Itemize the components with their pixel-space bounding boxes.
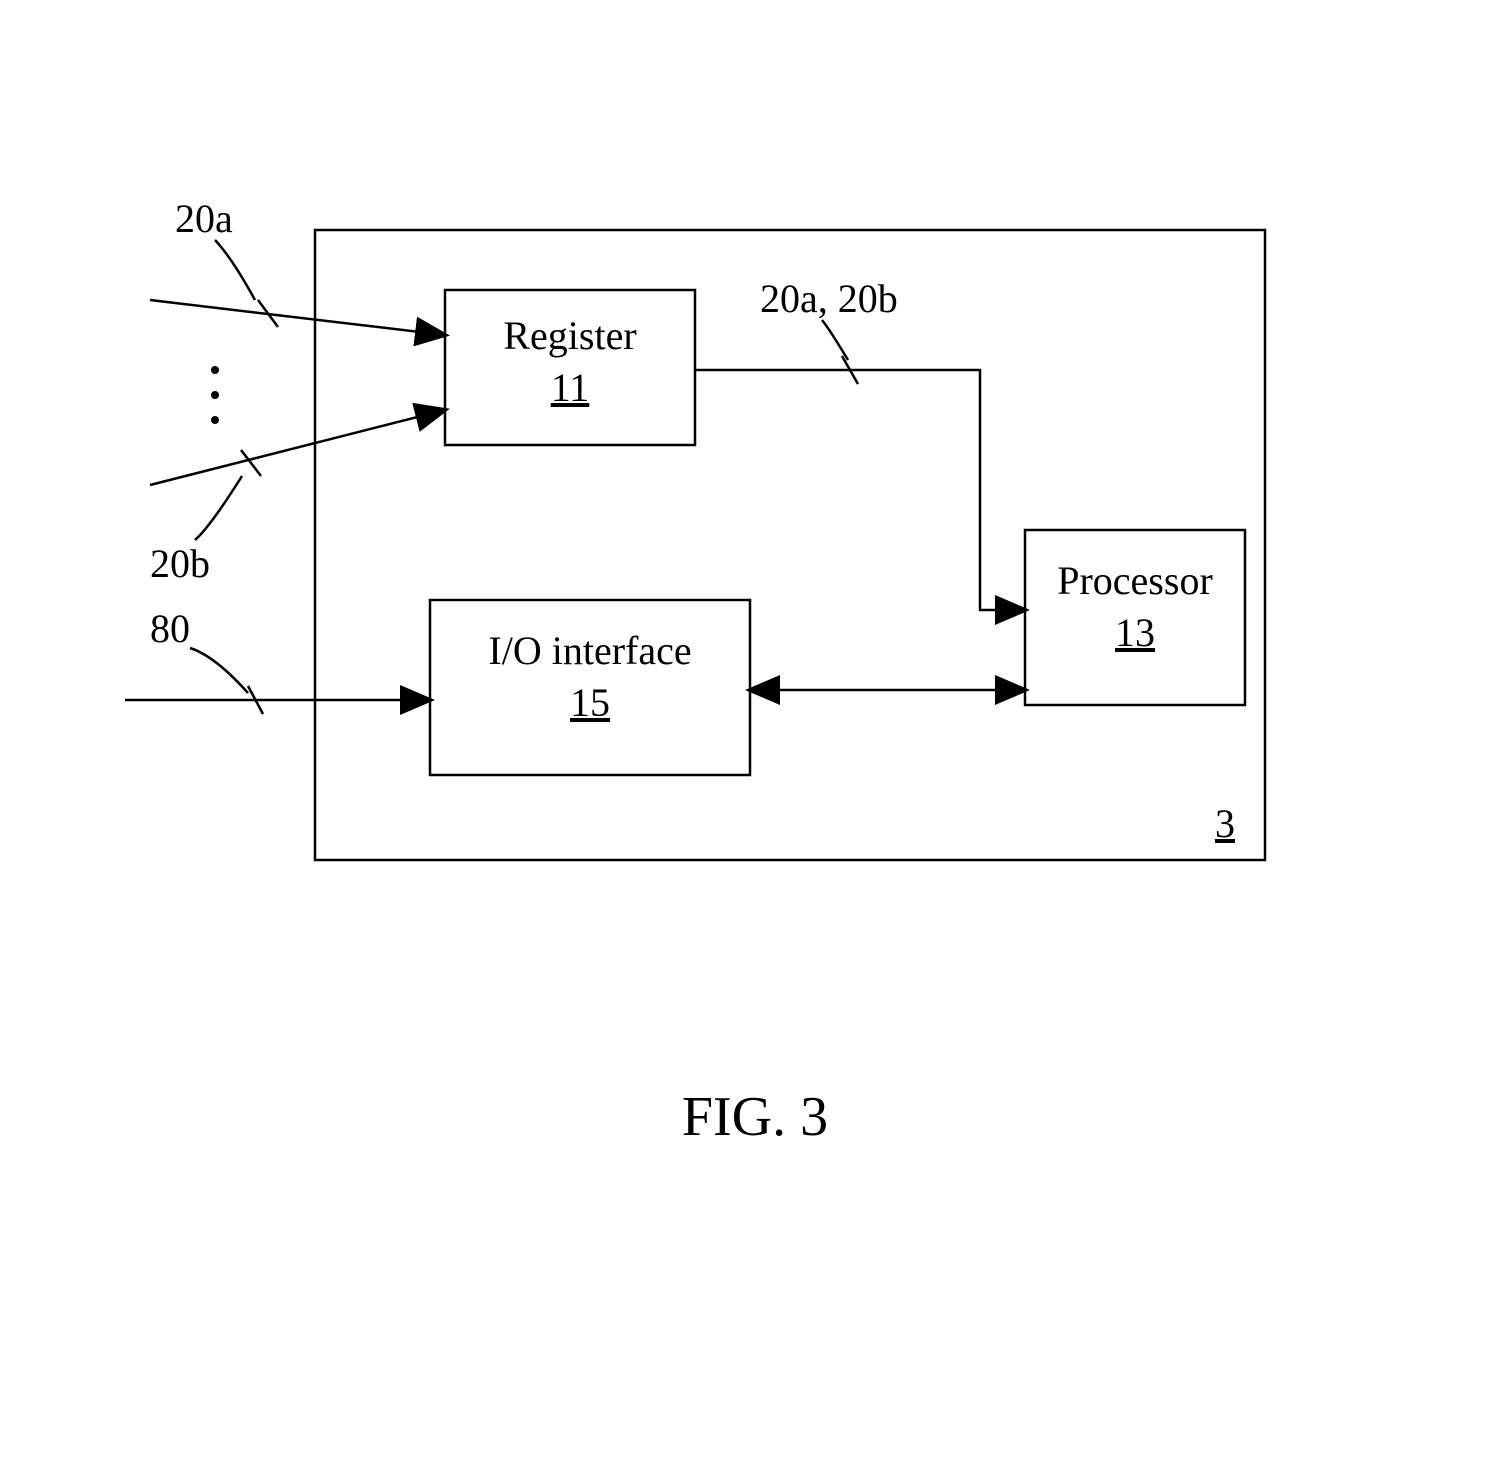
- leader-20b: [195, 476, 242, 540]
- arrow-20b: [150, 410, 445, 485]
- ref-80: 80: [150, 605, 190, 652]
- processor-label: Processor 13: [1025, 555, 1245, 659]
- io-ref: 15: [570, 680, 610, 725]
- processor-ref: 13: [1115, 610, 1155, 655]
- io-text: I/O interface: [488, 628, 691, 673]
- block-diagram: Register 11 I/O interface 15 Processor 1…: [0, 0, 1510, 1479]
- slash-20b: [241, 450, 261, 476]
- io-label: I/O interface 15: [430, 625, 750, 729]
- arrow-register-processor: [695, 370, 1025, 610]
- ref-20b: 20b: [150, 540, 210, 587]
- leader-20ab: [822, 320, 848, 360]
- arrow-20a: [150, 300, 445, 335]
- container-ref: 3: [1215, 800, 1235, 847]
- leader-20a: [215, 240, 255, 300]
- register-text: Register: [503, 313, 636, 358]
- leader-80: [190, 648, 248, 693]
- processor-text: Processor: [1057, 558, 1213, 603]
- ref-20a: 20a: [175, 195, 233, 242]
- ref-20ab: 20a, 20b: [760, 275, 898, 322]
- register-label: Register 11: [445, 310, 695, 414]
- figure-caption: FIG. 3: [0, 1085, 1510, 1149]
- register-ref: 11: [551, 365, 590, 410]
